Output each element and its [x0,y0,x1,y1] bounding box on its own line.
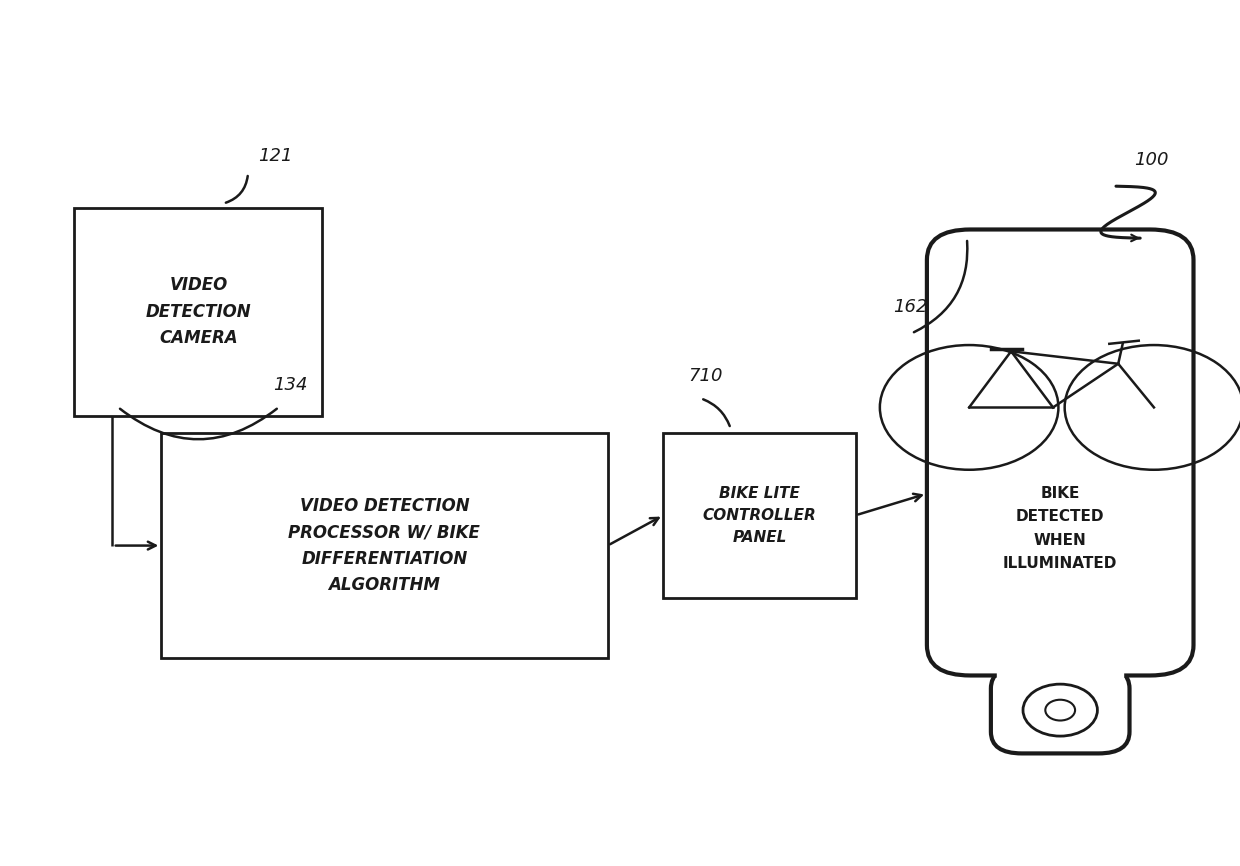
FancyBboxPatch shape [991,667,1130,753]
Text: BIKE
DETECTED
WHEN
ILLUMINATED: BIKE DETECTED WHEN ILLUMINATED [1003,486,1117,571]
Bar [161,433,608,658]
Bar [663,433,856,598]
Text: BIKE LITE
CONTROLLER
PANEL: BIKE LITE CONTROLLER PANEL [703,486,816,545]
Bar [74,208,322,416]
Text: VIDEO DETECTION
PROCESSOR W/ BIKE
DIFFERENTIATION
ALGORITHM: VIDEO DETECTION PROCESSOR W/ BIKE DIFFER… [289,497,480,594]
Text: 100: 100 [1135,151,1169,169]
Text: 710: 710 [688,367,723,385]
Text: VIDEO
DETECTION
CAMERA: VIDEO DETECTION CAMERA [145,276,252,347]
FancyBboxPatch shape [926,229,1193,675]
Text: 134: 134 [273,376,308,394]
Text: 121: 121 [258,146,293,165]
Text: 162: 162 [893,298,928,316]
